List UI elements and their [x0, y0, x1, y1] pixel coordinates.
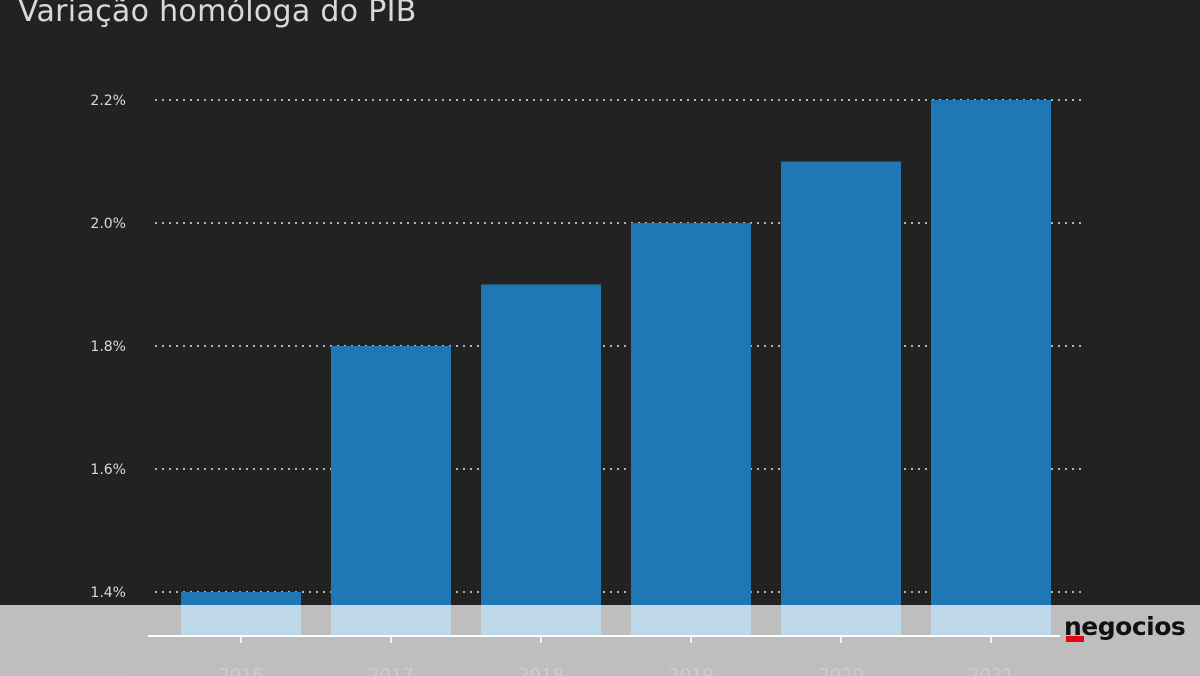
chart-title: Variação homóloga do PIB	[18, 0, 417, 29]
gridlines	[155, 99, 1085, 593]
bottom-overlay-strip	[0, 605, 1200, 676]
bar-2017	[331, 346, 451, 636]
y-tick-label: 2.0%	[90, 216, 126, 232]
bar-2018	[481, 284, 601, 636]
bar-2020	[781, 161, 901, 636]
y-tick-label: 1.8%	[90, 339, 126, 355]
y-tick-label: 1.4%	[90, 585, 126, 601]
bars	[181, 100, 1051, 636]
y-tick-label: 1.6%	[90, 462, 126, 478]
y-axis-ticks: 1.4% 1.6% 1.8% 2.0% 2.2%	[90, 93, 126, 601]
brand-accent-bar	[1066, 636, 1084, 642]
brand-logo-text: negocios	[1064, 612, 1186, 641]
y-tick-label: 2.2%	[90, 93, 126, 109]
bar-2021	[931, 100, 1051, 636]
bar-2019	[631, 223, 751, 636]
brand-logo[interactable]: negocios	[1064, 612, 1186, 641]
